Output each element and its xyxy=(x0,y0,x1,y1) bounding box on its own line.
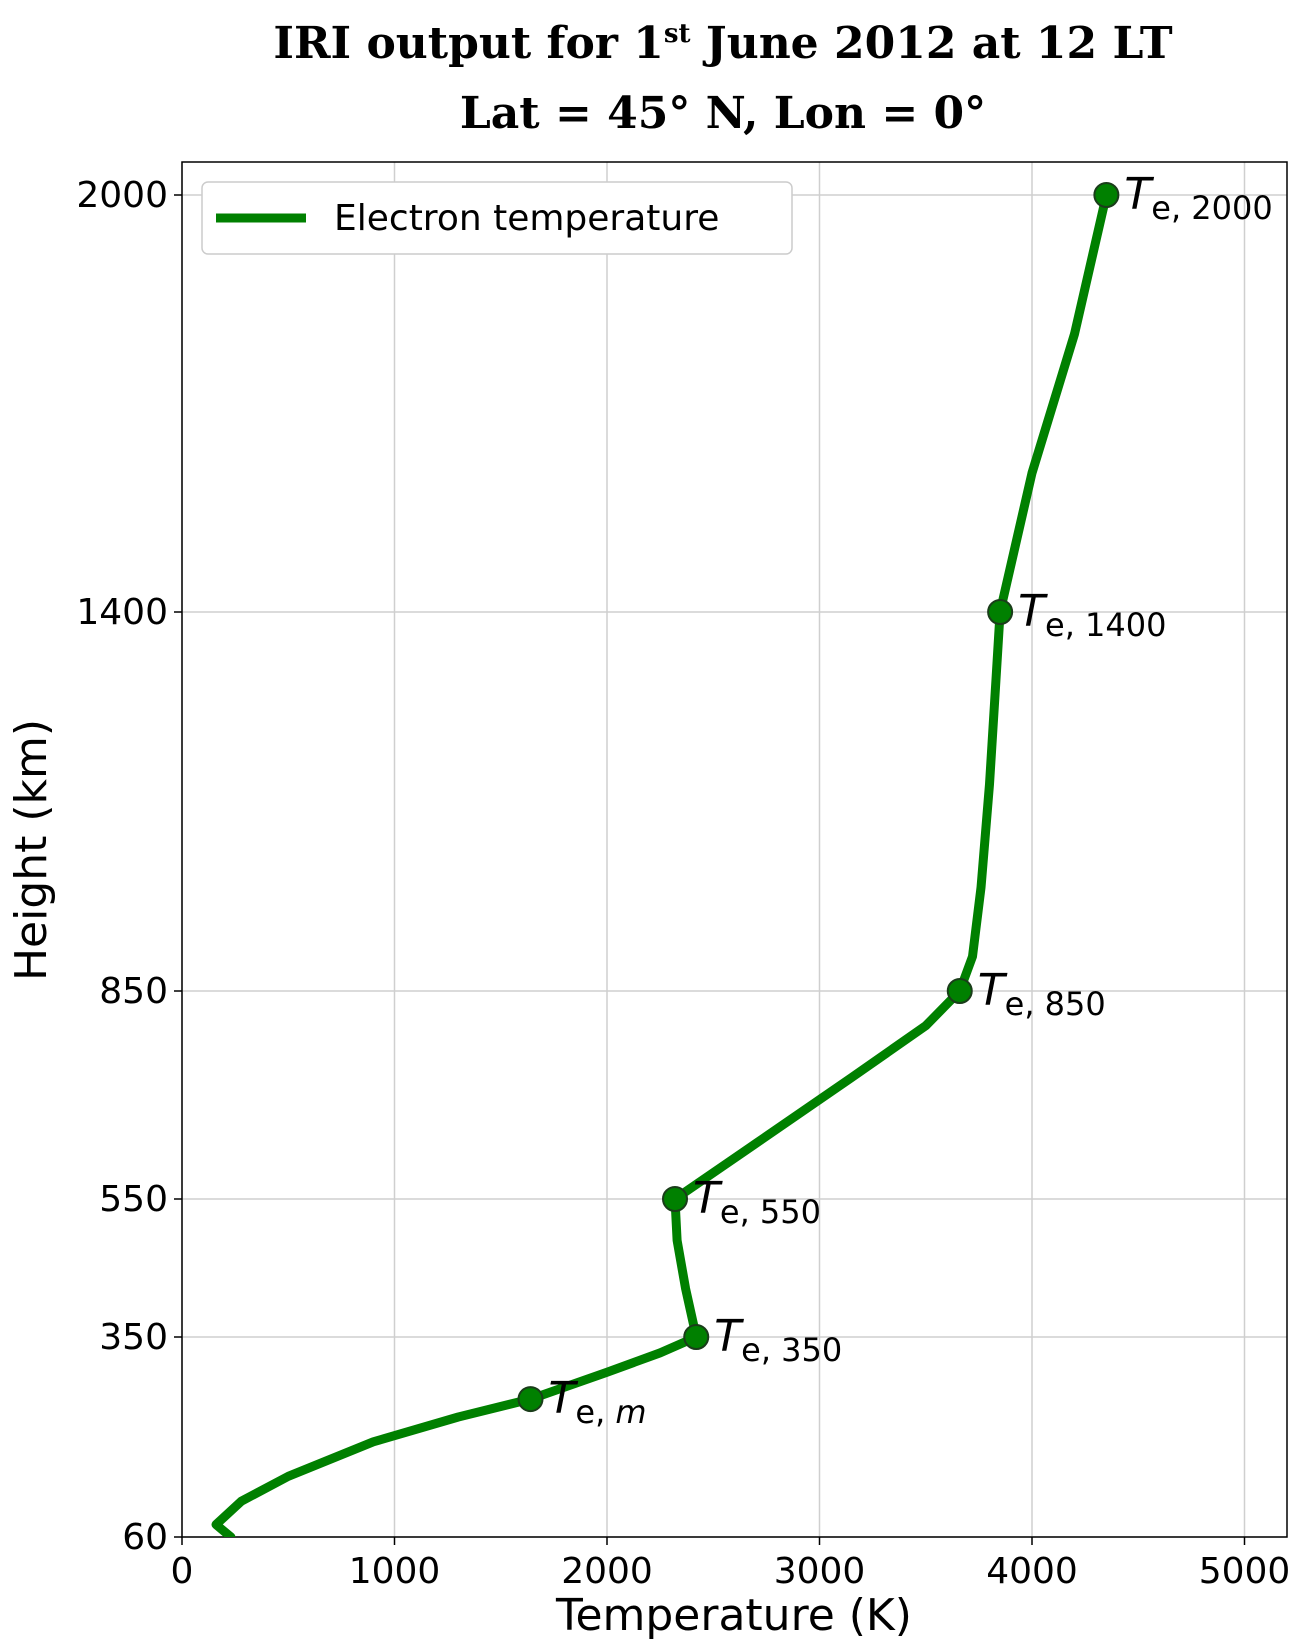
data-point-marker xyxy=(1093,182,1120,208)
legend-label: Electron temperature xyxy=(334,198,719,239)
y-axis-label: Height (km) xyxy=(6,719,57,981)
data-point-marker xyxy=(946,978,973,1004)
data-point-marker xyxy=(683,1324,710,1350)
x-tick-label: 5000 xyxy=(1199,1551,1291,1592)
x-tick-label: 4000 xyxy=(986,1551,1078,1592)
plot-frame xyxy=(181,161,1288,1538)
y-tick-label: 550 xyxy=(99,1179,168,1220)
data-point-marker xyxy=(662,1186,688,1212)
point-annotation: Te, m xyxy=(549,1373,647,1431)
y-tick-label: 1400 xyxy=(76,592,168,633)
point-annotation: Te, 2000 xyxy=(1124,169,1272,227)
point-annotation: Te, 1400 xyxy=(1018,586,1166,644)
data-point-marker xyxy=(987,599,1014,625)
x-axis-label: Temperature (K) xyxy=(555,1590,912,1641)
series-line-electron-temperature xyxy=(211,190,1111,1537)
data-point-marker xyxy=(517,1386,544,1413)
point-annotation: Te, 550 xyxy=(693,1173,821,1231)
series-layer xyxy=(211,190,1111,1537)
y-tick-label: 2000 xyxy=(76,175,168,216)
chart-title-line2: Lat = 45° N, Lon = 0° xyxy=(460,88,986,139)
legend-box xyxy=(201,181,793,255)
point-annotation: Te, 850 xyxy=(978,965,1106,1023)
axis-ticks: 0 1000 2000 3000 4000 5000 60 350 550 850 1400 2000 xyxy=(76,175,1290,1592)
x-tick-label: 2000 xyxy=(561,1551,653,1592)
y-tick-label: 350 xyxy=(99,1317,168,1358)
legend: Electron temperature xyxy=(201,181,793,255)
y-tick-label: 850 xyxy=(99,971,168,1012)
x-tick-label: 1000 xyxy=(349,1551,441,1592)
annotations: Te, m Te, 350 Te, 550 Te, 850 Te, 1400 Te, 20… xyxy=(517,169,1273,1431)
y-tick-label: 60 xyxy=(122,1517,168,1558)
x-tick-label: 3000 xyxy=(774,1551,866,1592)
x-tick-label: 0 xyxy=(171,1551,194,1592)
chart-title-line1: IRI output for 1st June 2012 at 12 LT xyxy=(273,18,1172,69)
point-annotation: Te, 350 xyxy=(714,1311,842,1369)
